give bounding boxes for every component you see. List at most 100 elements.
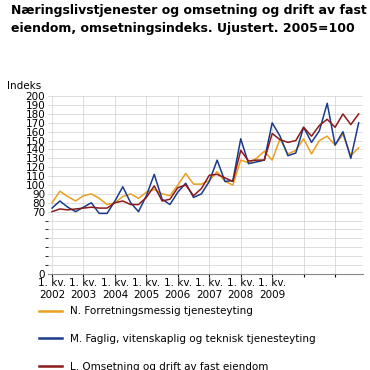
L. Omsetning og drift av fast eiendom (231, 179, 235, 184)
L. Omsetning og drift av fast eiendom (81, 206, 86, 210)
N. Forretningsmessig tjenesteyting (286, 152, 290, 156)
L. Omsetning og drift av fast eiendom (246, 159, 251, 163)
L. Omsetning og drift av fast eiendom (356, 112, 361, 116)
L. Omsetning og drift av fast eiendom (105, 206, 109, 210)
N. Forretningsmessig tjenesteyting (349, 154, 353, 158)
L. Omsetning og drift av fast eiendom (341, 112, 345, 116)
M. Faglig, vitenskaplig og teknisk tjenesteyting (207, 179, 212, 184)
L. Omsetning og drift av fast eiendom (207, 173, 212, 178)
M. Faglig, vitenskaplig og teknisk tjenesteyting (231, 178, 235, 183)
L. Omsetning og drift av fast eiendom (144, 195, 149, 200)
N. Forretningsmessig tjenesteyting (81, 194, 86, 198)
M. Faglig, vitenskaplig og teknisk tjenesteyting (121, 185, 125, 189)
M. Faglig, vitenskaplig og teknisk tjenesteyting (168, 202, 172, 207)
L. Omsetning og drift av fast eiendom (333, 125, 337, 130)
L. Omsetning og drift av fast eiendom (191, 194, 196, 198)
M. Faglig, vitenskaplig og teknisk tjenesteyting (302, 125, 306, 130)
M. Faglig, vitenskaplig og teknisk tjenesteyting (136, 209, 141, 214)
M. Faglig, vitenskaplig og teknisk tjenesteyting (89, 201, 94, 205)
L. Omsetning og drift av fast eiendom (184, 183, 188, 187)
M. Faglig, vitenskaplig og teknisk tjenesteyting (286, 154, 290, 158)
M. Faglig, vitenskaplig og teknisk tjenesteyting (81, 205, 86, 209)
N. Forretningsmessig tjenesteyting (223, 179, 227, 184)
Legend: N. Forretningsmessig tjenesteyting: N. Forretningsmessig tjenesteyting (35, 302, 257, 320)
N. Forretningsmessig tjenesteyting (333, 143, 337, 147)
L. Omsetning og drift av fast eiendom (58, 207, 62, 211)
L. Omsetning og drift av fast eiendom (73, 207, 78, 211)
M. Faglig, vitenskaplig og teknisk tjenesteyting (317, 129, 322, 133)
M. Faglig, vitenskaplig og teknisk tjenesteyting (176, 190, 180, 194)
N. Forretningsmessig tjenesteyting (239, 158, 243, 162)
M. Faglig, vitenskaplig og teknisk tjenesteyting (246, 161, 251, 166)
N. Forretningsmessig tjenesteyting (309, 152, 314, 156)
Line: L. Omsetning og drift av fast eiendom: L. Omsetning og drift av fast eiendom (52, 114, 359, 212)
M. Faglig, vitenskaplig og teknisk tjenesteyting (113, 199, 117, 203)
M. Faglig, vitenskaplig og teknisk tjenesteyting (191, 195, 196, 200)
L. Omsetning og drift av fast eiendom (113, 201, 117, 205)
N. Forretningsmessig tjenesteyting (121, 194, 125, 199)
L. Omsetning og drift av fast eiendom (160, 199, 164, 203)
N. Forretningsmessig tjenesteyting (215, 169, 219, 174)
N. Forretningsmessig tjenesteyting (341, 132, 345, 137)
L. Omsetning og drift av fast eiendom (199, 186, 204, 191)
L. Omsetning og drift av fast eiendom (152, 184, 157, 188)
L. Omsetning og drift av fast eiendom (349, 122, 353, 127)
L. Omsetning og drift av fast eiendom (317, 123, 322, 128)
N. Forretningsmessig tjenesteyting (144, 190, 149, 194)
N. Forretningsmessig tjenesteyting (184, 171, 188, 176)
L. Omsetning og drift av fast eiendom (239, 148, 243, 152)
L. Omsetning og drift av fast eiendom (97, 206, 101, 210)
N. Forretningsmessig tjenesteyting (176, 183, 180, 187)
Text: eiendom, omsetningsindeks. Ujustert. 2005=100: eiendom, omsetningsindeks. Ujustert. 200… (11, 22, 355, 35)
L. Omsetning og drift av fast eiendom (278, 138, 282, 142)
N. Forretningsmessig tjenesteyting (262, 149, 266, 154)
N. Forretningsmessig tjenesteyting (231, 183, 235, 187)
M. Faglig, vitenskaplig og teknisk tjenesteyting (160, 197, 164, 201)
L. Omsetning og drift av fast eiendom (325, 117, 329, 121)
M. Faglig, vitenskaplig og teknisk tjenesteyting (278, 134, 282, 138)
N. Forretningsmessig tjenesteyting (73, 199, 78, 203)
N. Forretningsmessig tjenesteyting (105, 202, 109, 207)
N. Forretningsmessig tjenesteyting (278, 137, 282, 141)
L. Omsetning og drift av fast eiendom (65, 208, 70, 212)
L. Omsetning og drift av fast eiendom (286, 140, 290, 145)
M. Faglig, vitenskaplig og teknisk tjenesteyting (325, 101, 329, 105)
N. Forretningsmessig tjenesteyting (207, 178, 212, 183)
Line: N. Forretningsmessig tjenesteyting: N. Forretningsmessig tjenesteyting (52, 134, 359, 205)
M. Faglig, vitenskaplig og teknisk tjenesteyting (223, 179, 227, 184)
M. Faglig, vitenskaplig og teknisk tjenesteyting (333, 143, 337, 147)
M. Faglig, vitenskaplig og teknisk tjenesteyting (293, 151, 298, 155)
N. Forretningsmessig tjenesteyting (128, 192, 133, 196)
L. Omsetning og drift av fast eiendom (128, 202, 133, 207)
M. Faglig, vitenskaplig og teknisk tjenesteyting (152, 172, 157, 176)
M. Faglig, vitenskaplig og teknisk tjenesteyting (349, 156, 353, 161)
N. Forretningsmessig tjenesteyting (50, 201, 54, 205)
L. Omsetning og drift av fast eiendom (168, 197, 172, 201)
N. Forretningsmessig tjenesteyting (199, 182, 204, 186)
L. Omsetning og drift av fast eiendom (50, 209, 54, 214)
N. Forretningsmessig tjenesteyting (65, 194, 70, 199)
L. Omsetning og drift av fast eiendom (309, 134, 314, 138)
L. Omsetning og drift av fast eiendom (176, 185, 180, 190)
L. Omsetning og drift av fast eiendom (262, 158, 266, 162)
N. Forretningsmessig tjenesteyting (97, 196, 101, 201)
M. Faglig, vitenskaplig og teknisk tjenesteyting (356, 121, 361, 125)
N. Forretningsmessig tjenesteyting (160, 192, 164, 196)
M. Faglig, vitenskaplig og teknisk tjenesteyting (270, 121, 275, 125)
L. Omsetning og drift av fast eiendom (89, 205, 94, 209)
M. Faglig, vitenskaplig og teknisk tjenesteyting (73, 209, 78, 214)
N. Forretningsmessig tjenesteyting (317, 138, 322, 143)
L. Omsetning og drift av fast eiendom (254, 158, 259, 162)
L. Omsetning og drift av fast eiendom (293, 138, 298, 143)
L. Omsetning og drift av fast eiendom (136, 202, 141, 207)
N. Forretningsmessig tjenesteyting (302, 137, 306, 141)
N. Forretningsmessig tjenesteyting (325, 134, 329, 138)
M. Faglig, vitenskaplig og teknisk tjenesteyting (65, 205, 70, 209)
M. Faglig, vitenskaplig og teknisk tjenesteyting (309, 140, 314, 145)
M. Faglig, vitenskaplig og teknisk tjenesteyting (184, 181, 188, 185)
L. Omsetning og drift av fast eiendom (302, 125, 306, 130)
N. Forretningsmessig tjenesteyting (136, 196, 141, 201)
M. Faglig, vitenskaplig og teknisk tjenesteyting (50, 206, 54, 210)
M. Faglig, vitenskaplig og teknisk tjenesteyting (215, 158, 219, 162)
Legend: L. Omsetning og drift av fast eiendom: L. Omsetning og drift av fast eiendom (35, 357, 273, 370)
